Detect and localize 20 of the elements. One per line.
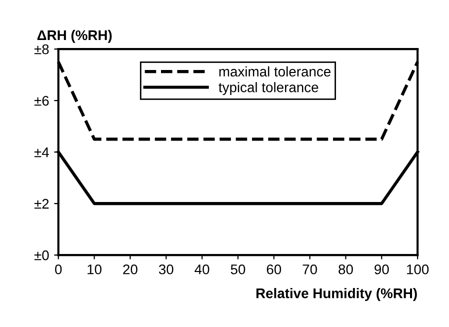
x-tick-label: 60 <box>266 264 282 274</box>
x-tick-label: 40 <box>194 264 210 274</box>
x-tick-label: 30 <box>158 264 174 274</box>
x-tick-label: 10 <box>88 264 102 274</box>
x-tick-label: 90 <box>374 264 389 274</box>
x-axis-title: Relative Humidity (%RH) <box>256 288 417 301</box>
x-tick-label: 50 <box>230 264 246 274</box>
y-axis-title: ΔRH (%RH) <box>37 30 112 43</box>
x-tick-label: 20 <box>123 264 138 274</box>
x-tick-label: 0 <box>55 264 62 274</box>
legend-label: typical tolerance <box>218 82 318 96</box>
y-tick-label: ±4 <box>34 148 49 158</box>
legend-label: maximal tolerance <box>219 66 331 77</box>
x-tick-label: 70 <box>302 264 317 274</box>
x-tick-label: 80 <box>338 264 353 274</box>
y-tick-label: ±6 <box>34 96 49 106</box>
y-tick-label: ±2 <box>34 198 49 209</box>
y-tick-label: ±0 <box>34 250 49 260</box>
x-tick-label: 100 <box>407 264 429 274</box>
y-tick-label: ±8 <box>34 44 49 54</box>
